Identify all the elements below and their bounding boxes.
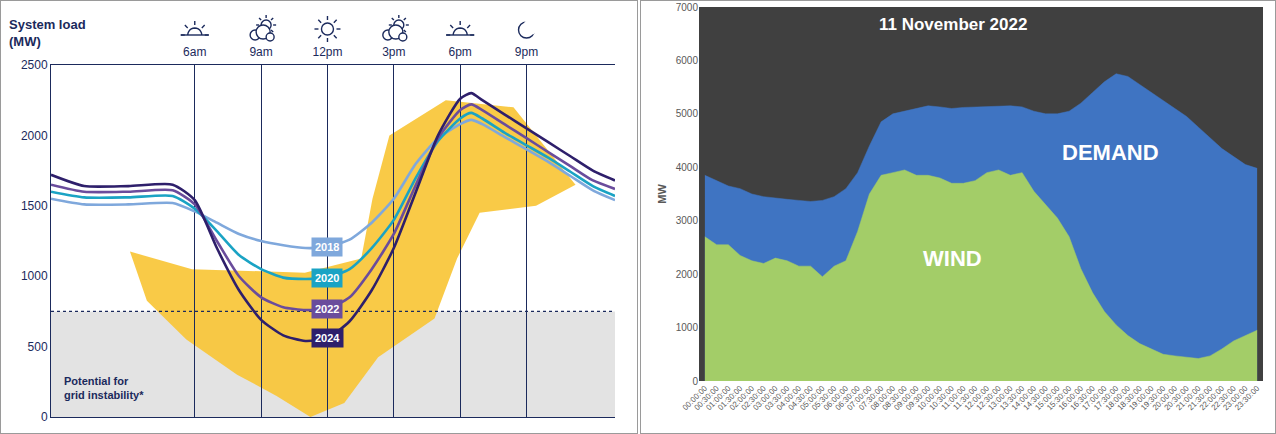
svg-text:03:00:00: 03:00:00	[751, 383, 780, 412]
svg-text:22:00:00: 22:00:00	[1198, 383, 1227, 412]
svg-text:14:30:00: 14:30:00	[1021, 383, 1050, 412]
svg-text:06:00:00: 06:00:00	[822, 383, 851, 412]
svg-text:13:00:00: 13:00:00	[986, 383, 1015, 412]
svg-text:0: 0	[692, 376, 698, 387]
svg-text:20:30:00: 20:30:00	[1162, 383, 1191, 412]
svg-text:17:00:00: 17:00:00	[1080, 383, 1109, 412]
svg-text:00:30:00: 00:30:00	[692, 383, 721, 412]
svg-text:07:30:00: 07:30:00	[857, 383, 886, 412]
svg-text:04:30:00: 04:30:00	[786, 383, 815, 412]
svg-text:11 November 2022: 11 November 2022	[879, 15, 1027, 34]
svg-text:DEMAND: DEMAND	[1062, 140, 1159, 165]
svg-text:10:00:00: 10:00:00	[916, 383, 945, 412]
svg-text:2020: 2020	[315, 272, 339, 284]
svg-text:08:30:00: 08:30:00	[880, 383, 909, 412]
svg-text:13:30:00: 13:30:00	[998, 383, 1027, 412]
svg-text:00:00:00: 00:00:00	[681, 383, 710, 412]
svg-text:14:00:00: 14:00:00	[1010, 383, 1039, 412]
svg-text:6am: 6am	[183, 45, 206, 59]
svg-text:2022: 2022	[315, 303, 339, 315]
svg-text:06:30:00: 06:30:00	[833, 383, 862, 412]
svg-text:21:00:00: 21:00:00	[1174, 383, 1203, 412]
svg-text:2500: 2500	[21, 58, 48, 72]
svg-text:6pm: 6pm	[449, 45, 472, 59]
svg-text:2000: 2000	[676, 269, 699, 280]
svg-text:12:00:00: 12:00:00	[963, 383, 992, 412]
svg-text:18:00:00: 18:00:00	[1104, 383, 1133, 412]
svg-text:MW: MW	[656, 184, 668, 204]
svg-text:3pm: 3pm	[382, 45, 405, 59]
svg-text:2018: 2018	[315, 241, 339, 253]
svg-text:9am: 9am	[249, 45, 272, 59]
svg-text:6000: 6000	[676, 55, 699, 66]
svg-text:22:30:00: 22:30:00	[1209, 383, 1238, 412]
svg-text:15:00:00: 15:00:00	[1033, 383, 1062, 412]
svg-text:12:30:00: 12:30:00	[974, 383, 1003, 412]
svg-text:11:30:00: 11:30:00	[951, 383, 979, 411]
svg-text:09:00:00: 09:00:00	[892, 383, 921, 412]
svg-text:20:00:00: 20:00:00	[1151, 383, 1180, 412]
svg-text:16:00:00: 16:00:00	[1057, 383, 1086, 412]
svg-text:12pm: 12pm	[312, 45, 342, 59]
svg-text:05:30:00: 05:30:00	[810, 383, 839, 412]
svg-text:1000: 1000	[676, 322, 699, 333]
svg-text:16:30:00: 16:30:00	[1068, 383, 1097, 412]
svg-text:15:30:00: 15:30:00	[1045, 383, 1074, 412]
svg-text:3000: 3000	[676, 215, 699, 226]
svg-text:7000: 7000	[676, 2, 699, 13]
svg-text:19:30:00: 19:30:00	[1139, 383, 1168, 412]
svg-text:10:30:00: 10:30:00	[927, 383, 956, 412]
svg-text:23:00:00: 23:00:00	[1221, 383, 1250, 412]
svg-text:02:30:00: 02:30:00	[739, 383, 768, 412]
svg-text:01:30:00: 01:30:00	[716, 383, 745, 412]
svg-text:01:00:00: 01:00:00	[704, 383, 733, 412]
svg-text:17:30:00: 17:30:00	[1092, 383, 1121, 412]
svg-text:9pm: 9pm	[515, 45, 538, 59]
svg-text:500: 500	[28, 340, 48, 354]
svg-text:11:00:00: 11:00:00	[940, 383, 968, 411]
svg-text:03:30:00: 03:30:00	[763, 383, 792, 412]
svg-text:System load(MW): System load(MW)	[9, 17, 86, 49]
svg-text:Potential forgrid instability*: Potential forgrid instability*	[64, 375, 144, 401]
svg-text:0: 0	[41, 410, 48, 424]
svg-text:08:00:00: 08:00:00	[869, 383, 898, 412]
svg-text:07:00:00: 07:00:00	[845, 383, 874, 412]
svg-text:09:30:00: 09:30:00	[904, 383, 933, 412]
svg-text:2000: 2000	[21, 129, 48, 143]
svg-text:02:00:00: 02:00:00	[728, 383, 757, 412]
svg-text:2024: 2024	[315, 332, 340, 344]
svg-text:4000: 4000	[676, 162, 699, 173]
svg-text:04:00:00: 04:00:00	[775, 383, 804, 412]
svg-text:1500: 1500	[21, 199, 48, 213]
svg-text:23:30:00: 23:30:00	[1233, 383, 1262, 412]
svg-text:5000: 5000	[676, 108, 699, 119]
svg-text:21:30:00: 21:30:00	[1186, 383, 1215, 412]
svg-text:1000: 1000	[21, 269, 48, 283]
svg-text:05:00:00: 05:00:00	[798, 383, 827, 412]
svg-text:WIND: WIND	[923, 246, 982, 271]
svg-text:19:00:00: 19:00:00	[1127, 383, 1156, 412]
svg-text:18:30:00: 18:30:00	[1115, 383, 1144, 412]
